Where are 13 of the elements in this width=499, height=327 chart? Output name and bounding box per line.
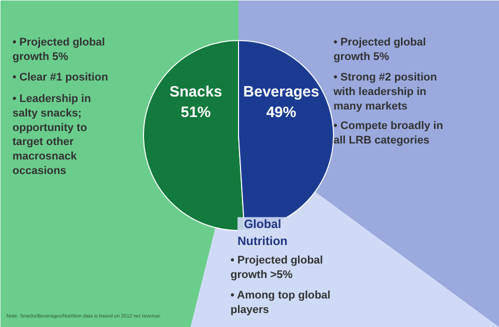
text: • Strong #2 position with leadership in many markets (332, 72, 438, 112)
slice-label: Beverages (243, 84, 320, 101)
text: • Projected global growth >5% (230, 254, 323, 281)
data-label: 49% (266, 104, 296, 121)
text: • Among top global players (230, 290, 330, 316)
text: • Clear #1 position (12, 72, 108, 84)
text: • Leadership in salty snacks; opportunity to target other macrosnack occasions (12, 93, 92, 177)
slice-label: Snacks (170, 84, 222, 101)
data-label: 51% (180, 104, 211, 121)
text: • Projected global growth 5% (12, 36, 105, 63)
text: • Projected global growth 5% (334, 36, 426, 63)
text: Global Nutrition (238, 217, 288, 248)
text: • Compete broadly in all LRB categories (334, 120, 444, 146)
